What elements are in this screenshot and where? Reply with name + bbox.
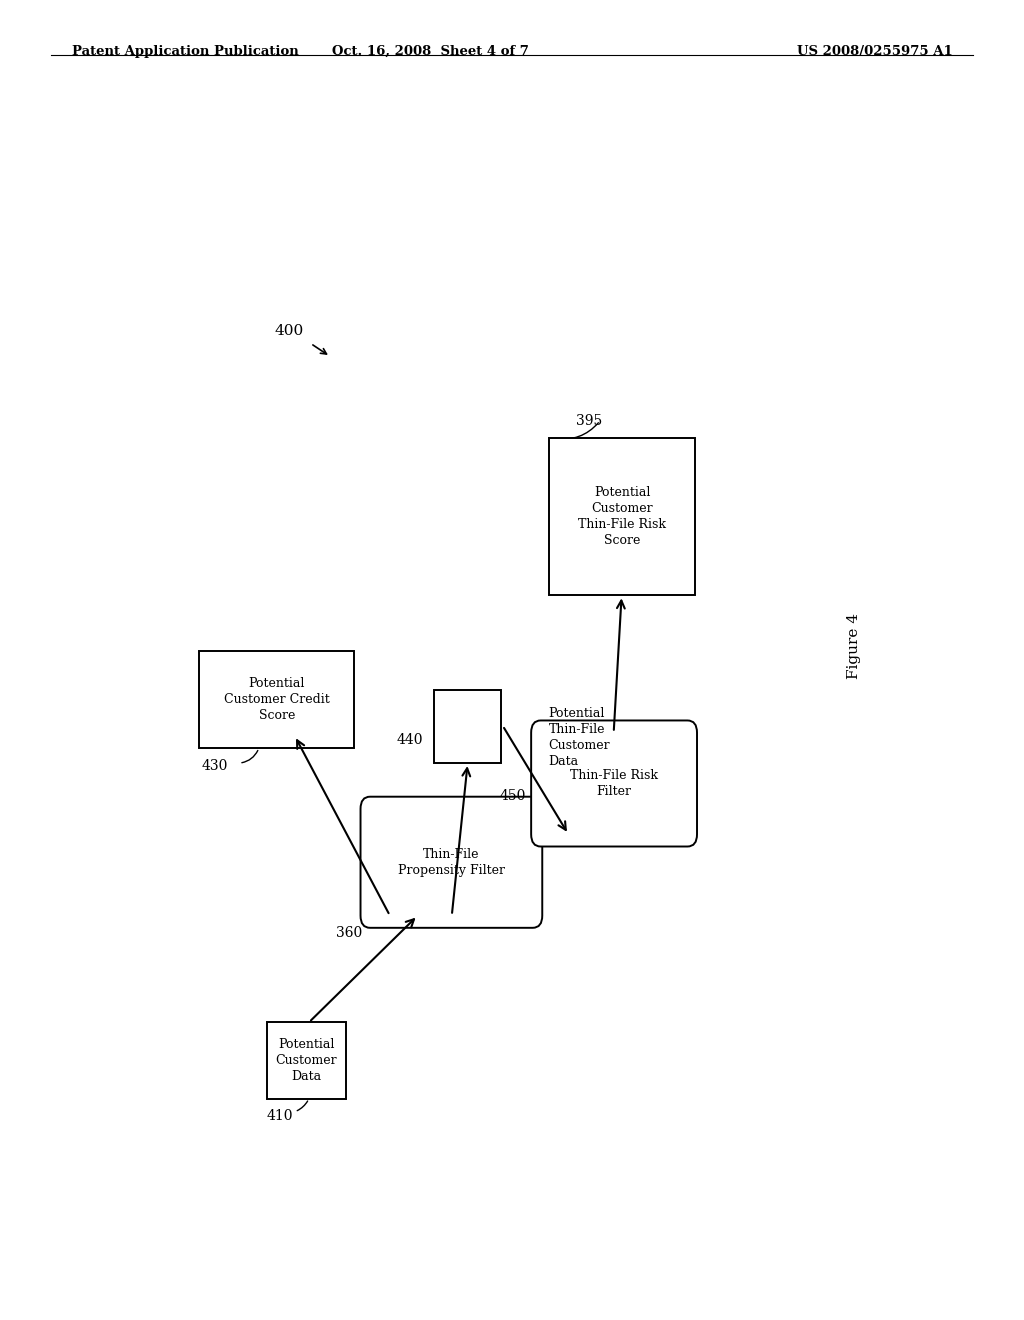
Text: 440: 440 xyxy=(396,733,423,747)
Text: 395: 395 xyxy=(577,413,603,428)
Text: Patent Application Publication: Patent Application Publication xyxy=(72,45,298,58)
Text: Figure 4: Figure 4 xyxy=(847,614,861,680)
Text: 430: 430 xyxy=(202,759,228,774)
Text: Potential
Thin-File
Customer
Data: Potential Thin-File Customer Data xyxy=(549,708,610,768)
Text: Potential
Customer
Data: Potential Customer Data xyxy=(275,1038,337,1082)
Bar xyxy=(267,1022,346,1098)
Bar xyxy=(549,438,695,595)
Bar xyxy=(433,690,501,763)
Text: 410: 410 xyxy=(267,1109,294,1123)
Text: Oct. 16, 2008  Sheet 4 of 7: Oct. 16, 2008 Sheet 4 of 7 xyxy=(332,45,528,58)
Text: 400: 400 xyxy=(274,325,304,338)
Text: Potential
Customer Credit
Score: Potential Customer Credit Score xyxy=(224,677,330,722)
Text: Thin-File Risk
Filter: Thin-File Risk Filter xyxy=(570,770,658,799)
Bar xyxy=(200,651,354,748)
FancyBboxPatch shape xyxy=(531,721,697,846)
Text: 360: 360 xyxy=(336,925,362,940)
Text: 450: 450 xyxy=(500,788,525,803)
FancyBboxPatch shape xyxy=(360,797,543,928)
Text: US 2008/0255975 A1: US 2008/0255975 A1 xyxy=(797,45,952,58)
Text: Thin-File
Propensity Filter: Thin-File Propensity Filter xyxy=(398,847,505,876)
Text: Potential
Customer
Thin-File Risk
Score: Potential Customer Thin-File Risk Score xyxy=(578,486,666,548)
